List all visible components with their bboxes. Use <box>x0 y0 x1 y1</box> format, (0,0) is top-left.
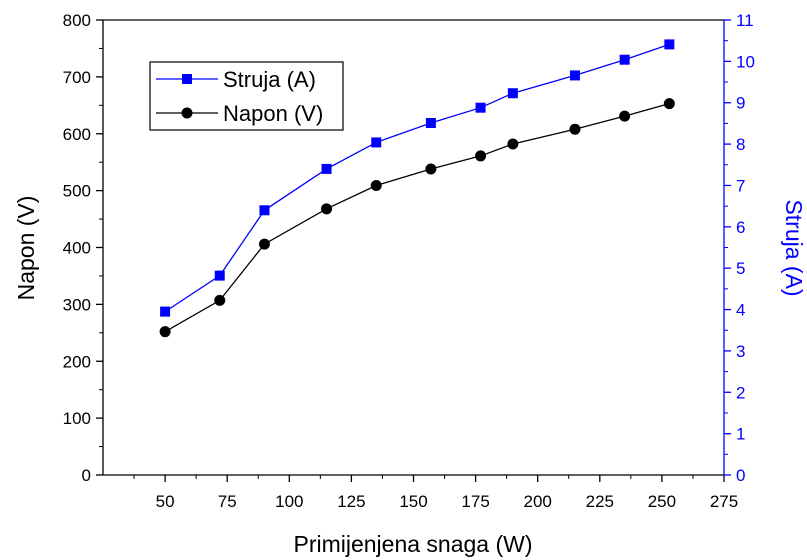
napon-data-point <box>321 203 333 215</box>
napon-data-point <box>425 163 437 175</box>
right-y-tick-label: 8 <box>736 135 745 154</box>
left-y-tick-label: 700 <box>63 68 91 87</box>
x-tick-label: 275 <box>710 492 738 511</box>
napon-data-point <box>569 123 581 135</box>
x-tick-label: 100 <box>275 492 303 511</box>
napon-data-point <box>214 294 226 306</box>
x-tick-label: 50 <box>156 492 175 511</box>
struja-data-point <box>214 270 225 281</box>
x-axis: 50 75 100 125 150 175 200 225 250 275 <box>133 475 738 511</box>
napon-data-point <box>475 150 487 162</box>
left-y-tick-label: 800 <box>63 11 91 30</box>
legend-box <box>149 61 344 131</box>
struja-data-point <box>425 117 436 128</box>
left-y-tick-label: 300 <box>63 295 91 314</box>
left-y-tick-label: 200 <box>63 352 91 371</box>
napon-data-point <box>663 98 675 110</box>
right-y-tick-label: 3 <box>736 342 745 361</box>
napon-data-point <box>159 326 171 338</box>
struja-data-point <box>619 54 630 65</box>
right-y-axis-label: Struja (A) <box>781 199 807 296</box>
legend-marker-struja <box>182 74 192 84</box>
right-y-tick-label: 4 <box>736 301 745 320</box>
legend: Struja (A) Napon (V) <box>149 61 344 131</box>
right-y-tick-label: 6 <box>736 218 745 237</box>
left-y-axis-label: Napon (V) <box>13 196 39 301</box>
napon-data-point <box>258 238 270 250</box>
right-y-tick-label: 0 <box>736 466 745 485</box>
series-layer <box>159 39 675 338</box>
struja-data-point <box>507 88 518 99</box>
left-y-tick-label: 400 <box>63 239 91 258</box>
napon-data-point <box>507 138 519 150</box>
right-y-tick-label: 10 <box>736 52 755 71</box>
napon-data-point <box>370 180 382 192</box>
struja-data-point <box>569 70 580 81</box>
x-tick-label: 150 <box>399 492 427 511</box>
left-y-tick-label: 100 <box>63 409 91 428</box>
x-tick-label: 225 <box>586 492 614 511</box>
napon-data-point <box>619 110 631 122</box>
legend-label-napon: Napon (V) <box>223 101 323 126</box>
left-y-tick-label: 600 <box>63 125 91 144</box>
left-y-axis: 0 100 200 300 400 500 600 700 800 <box>63 11 103 485</box>
right-y-tick-label: 1 <box>736 425 745 444</box>
struja-data-point <box>321 163 332 174</box>
struja-data-point <box>160 306 171 317</box>
x-tick-label: 200 <box>524 492 552 511</box>
legend-label-struja: Struja (A) <box>223 67 316 92</box>
x-axis-label: Primijenjena snaga (W) <box>293 531 532 557</box>
struja-data-point <box>664 39 675 50</box>
x-tick-label: 125 <box>337 492 365 511</box>
right-y-tick-label: 7 <box>736 176 745 195</box>
right-y-tick-label: 5 <box>736 259 745 278</box>
x-tick-label: 175 <box>461 492 489 511</box>
right-y-tick-label: 9 <box>736 94 745 113</box>
struja-data-point <box>259 205 270 216</box>
x-tick-label: 75 <box>218 492 237 511</box>
right-y-tick-label: 11 <box>736 11 754 30</box>
struja-data-point <box>475 102 486 113</box>
right-y-axis: 0 1 2 3 4 5 6 7 8 9 10 11 <box>724 11 755 485</box>
right-y-tick-label: 2 <box>736 383 745 402</box>
struja-data-point <box>371 137 382 148</box>
x-tick-label: 250 <box>648 492 676 511</box>
legend-marker-napon <box>181 107 193 119</box>
left-y-tick-label: 500 <box>63 182 91 201</box>
napon-series-line <box>164 102 670 333</box>
left-y-tick-label: 0 <box>82 466 91 485</box>
